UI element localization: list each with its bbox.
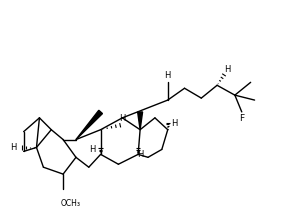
- Text: H: H: [224, 65, 230, 74]
- Text: F: F: [239, 114, 244, 123]
- Text: OCH₃: OCH₃: [61, 199, 81, 208]
- Text: H: H: [119, 114, 126, 123]
- Text: H: H: [11, 143, 17, 152]
- Polygon shape: [138, 112, 143, 130]
- Text: H: H: [90, 145, 96, 154]
- Text: H: H: [165, 71, 171, 80]
- Text: H: H: [137, 150, 143, 159]
- Polygon shape: [76, 110, 102, 140]
- Text: H: H: [171, 119, 178, 128]
